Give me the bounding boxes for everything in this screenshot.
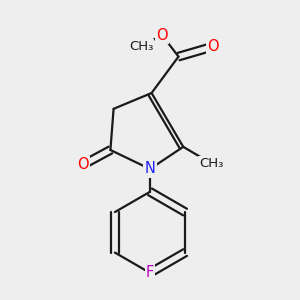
Text: CH₃: CH₃ bbox=[129, 40, 153, 53]
Text: O: O bbox=[77, 158, 89, 172]
Text: O: O bbox=[156, 28, 168, 43]
Text: N: N bbox=[145, 161, 155, 176]
Text: CH₃: CH₃ bbox=[200, 157, 224, 170]
Text: F: F bbox=[146, 265, 154, 280]
Text: O: O bbox=[208, 39, 219, 54]
